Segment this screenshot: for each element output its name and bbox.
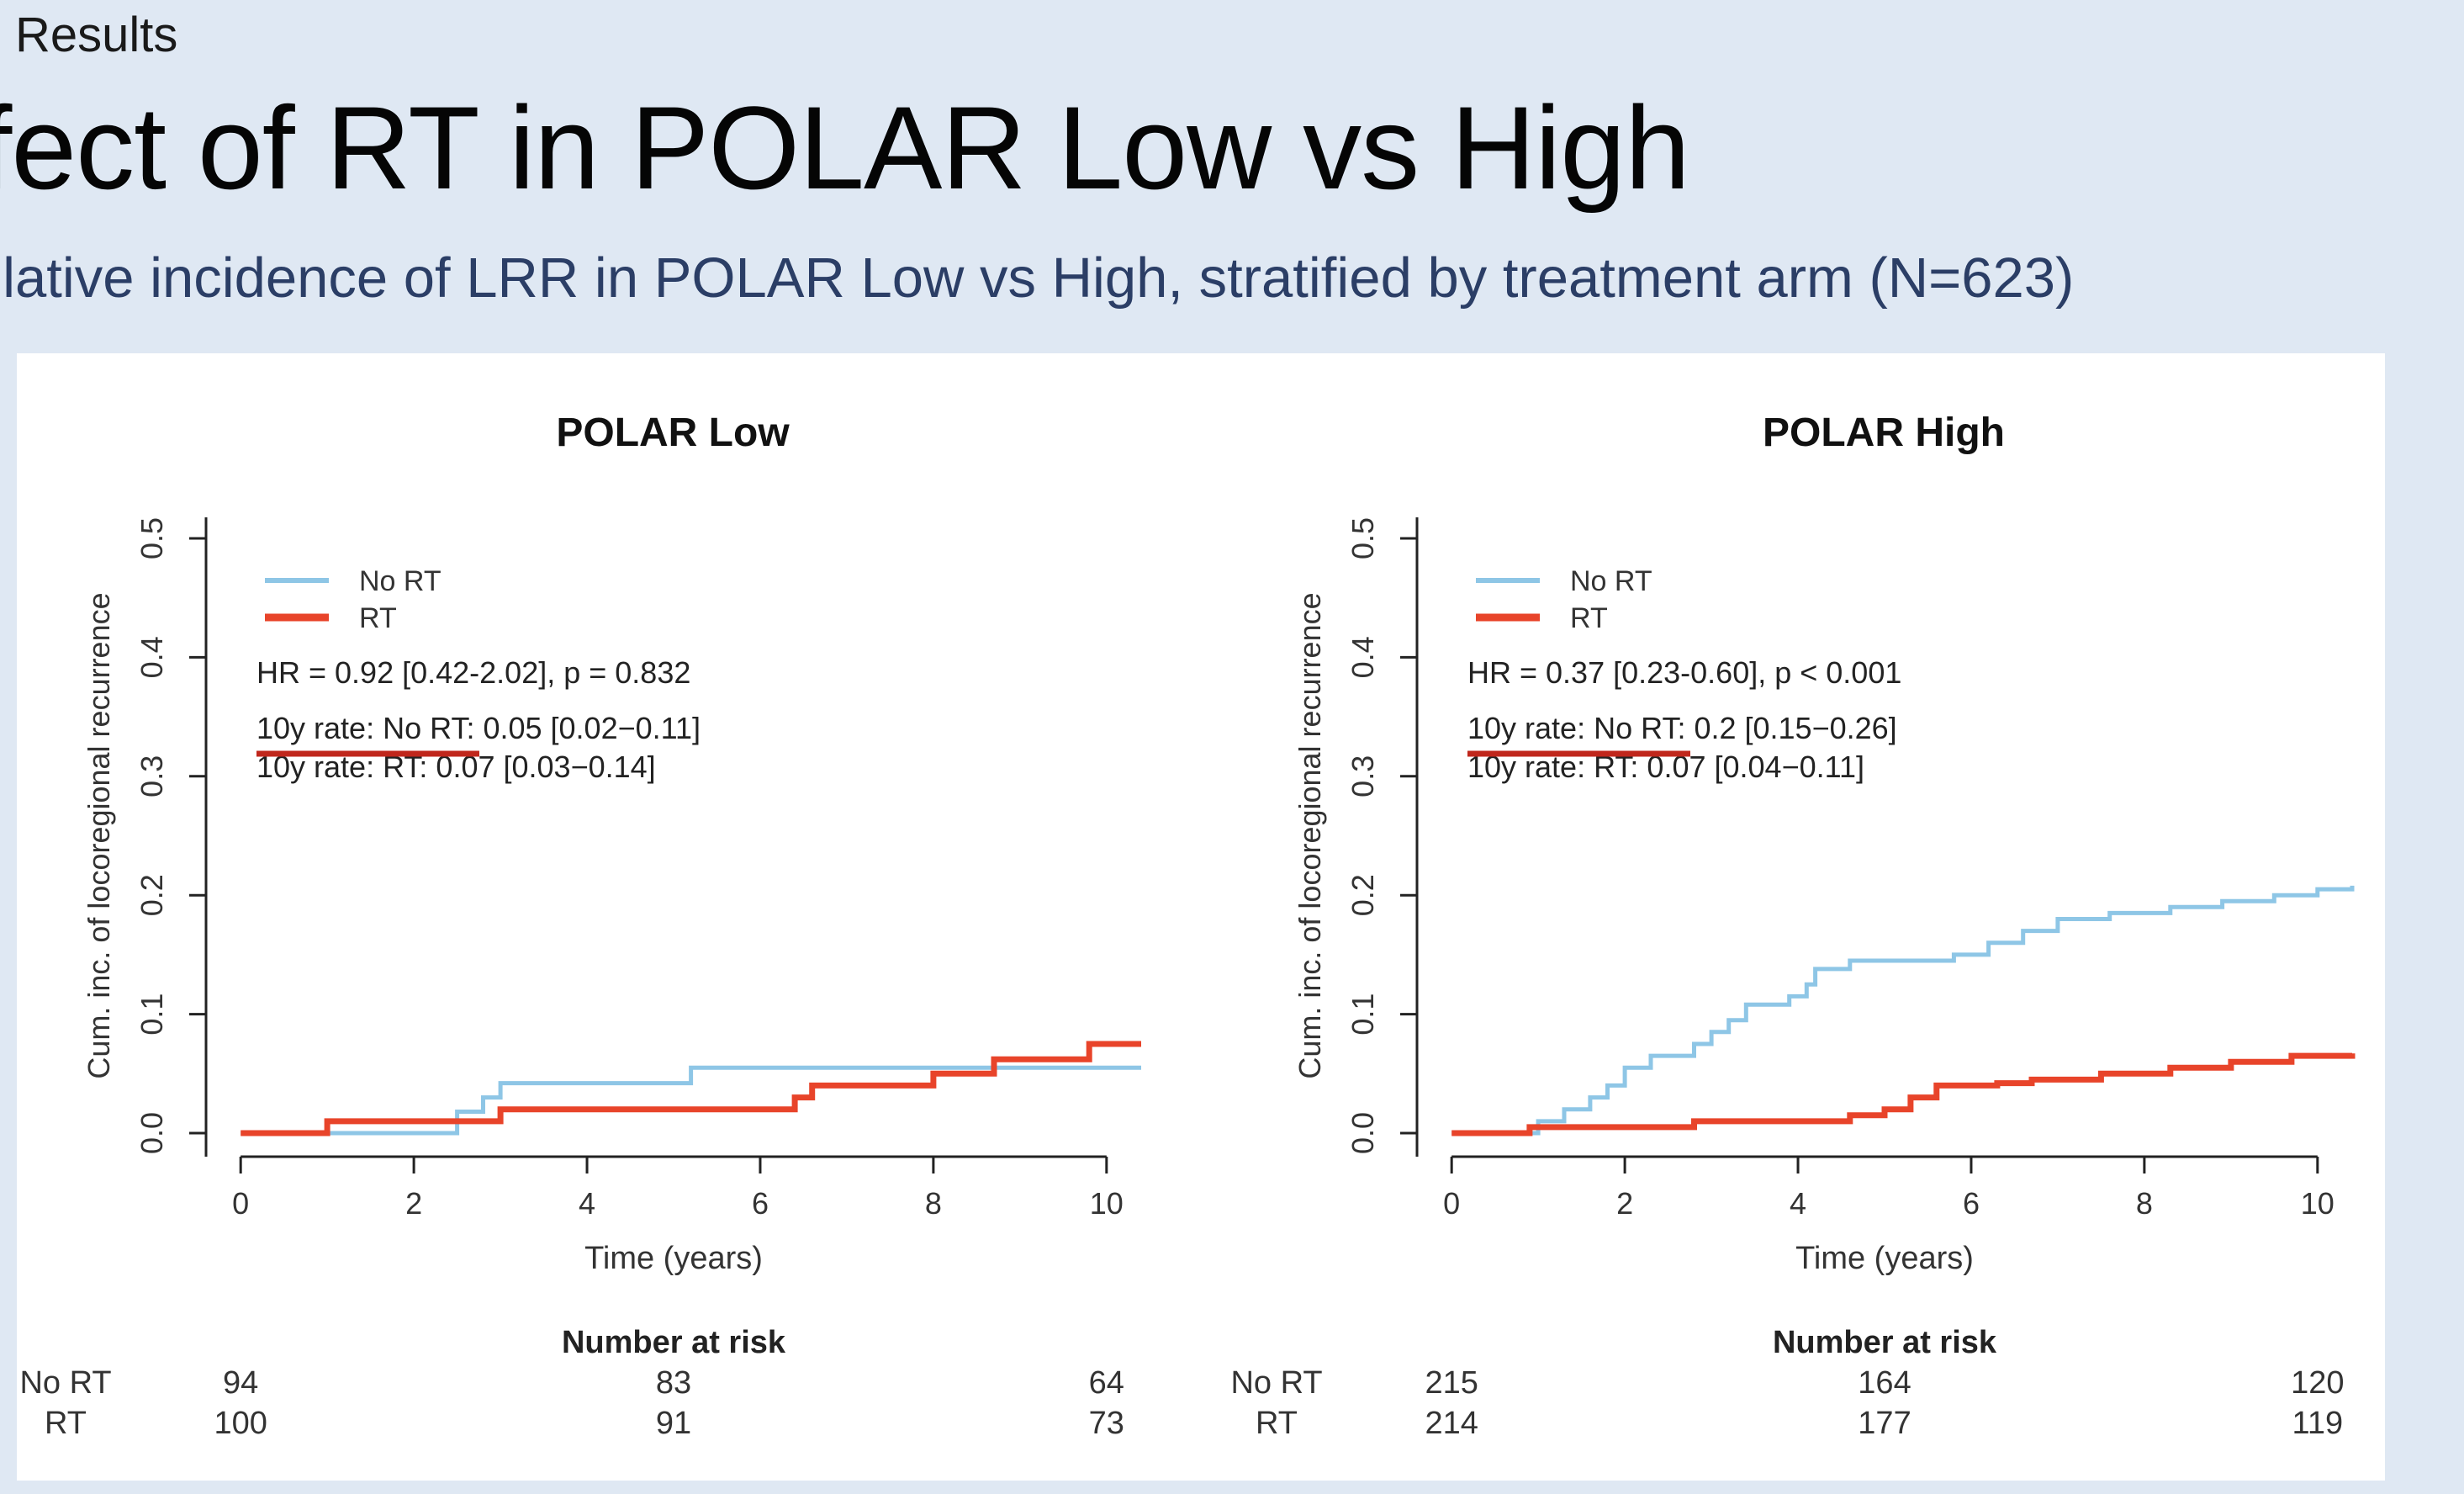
- panel-2-risk-value: 164: [1858, 1365, 1911, 1401]
- panel-2-y-tick-label: 0.3: [1346, 755, 1380, 797]
- panel-2-x-tick-label: 8: [2136, 1186, 2153, 1221]
- panel-1-y-tick-label: 0.3: [135, 755, 169, 797]
- panel-1-y-tick-label: 0.0: [135, 1112, 169, 1154]
- panel-2-y-axis-label: Cum. inc. of locoregional recurrence: [1293, 592, 1327, 1078]
- panel-2-risk-row-label: RT: [1256, 1406, 1298, 1441]
- panel-2-risk-row-label: No RT: [1230, 1365, 1322, 1401]
- panel-2-y-tick-label: 0.1: [1346, 993, 1380, 1036]
- panel-2-risk-table-title: Number at risk: [1773, 1325, 1997, 1360]
- panel-1-risk-value: 83: [656, 1365, 691, 1401]
- panel-1-rt-curve: [241, 1041, 1141, 1136]
- panel-1-chart-title: POLAR Low: [556, 411, 790, 455]
- panel-1-risk-value: 100: [214, 1406, 267, 1441]
- panel-1-no-rt-curve: [241, 1065, 1141, 1136]
- panel-1-x-tick-label: 6: [752, 1186, 769, 1221]
- panel-1-x-tick-label: 4: [579, 1186, 595, 1221]
- panel-1-legend-label-rt: RT: [359, 602, 397, 634]
- slide-subtitle: mulative incidence of LRR in POLAR Low v…: [0, 246, 2075, 310]
- panel-1-y-tick-label: 0.2: [135, 874, 169, 916]
- panel-1-x-tick-label: 10: [1090, 1186, 1124, 1221]
- panel-2-chart-title: POLAR High: [1763, 411, 2005, 455]
- panel-1-x-tick-label: 8: [925, 1186, 942, 1221]
- panel-2-rt-curve: [1451, 1052, 2356, 1136]
- panel-2-risk-value: 177: [1858, 1406, 1911, 1441]
- panel-1-x-tick-label: 2: [405, 1186, 422, 1221]
- panel-1-risk-row-label: RT: [45, 1406, 87, 1441]
- panel-2-risk-value: 119: [2292, 1406, 2344, 1441]
- panel-2-y-tick-label: 0.0: [1346, 1112, 1380, 1154]
- panel-2-legend-label-rt: RT: [1570, 602, 1608, 634]
- panel-1-risk-value: 94: [223, 1365, 258, 1401]
- panel-2-annotation-2: 10y rate: No RT: 0.2 [0.15−0.26]: [1467, 711, 1897, 745]
- panel-1-risk-table-title: Number at risk: [562, 1325, 786, 1360]
- panel-2-annotation-1: HR = 0.37 [0.23-0.60], p < 0.001: [1467, 655, 1901, 690]
- panel-1-y-axis-label: Cum. inc. of locoregional recurrence: [82, 592, 116, 1078]
- panel-2-x-tick-label: 0: [1443, 1186, 1460, 1221]
- chart-panel: [17, 353, 2385, 1481]
- panel-2-y-tick-label: 0.4: [1346, 636, 1380, 678]
- panel-2-x-tick-label: 10: [2301, 1186, 2334, 1221]
- panel-1-y-tick-label: 0.4: [135, 636, 169, 678]
- panel-1-risk-row-label: No RT: [19, 1365, 111, 1401]
- panel-2-legend-label-no-rt: No RT: [1570, 565, 1652, 597]
- panel-1-annotation-1: HR = 0.92 [0.42-2.02], p = 0.832: [256, 655, 690, 690]
- panel-1-y-tick-label: 0.1: [135, 993, 169, 1036]
- panel-1-x-axis-label: Time (years): [584, 1241, 763, 1276]
- panel-1-risk-value: 73: [1089, 1406, 1124, 1441]
- panel-2-x-tick-label: 4: [1790, 1186, 1806, 1221]
- panel-2-y-tick-label: 0.2: [1346, 874, 1380, 916]
- panel-2-risk-value: 215: [1425, 1365, 1478, 1401]
- panel-2-risk-value: 120: [2291, 1365, 2344, 1401]
- panel-1-y-tick-label: 0.5: [135, 517, 169, 559]
- panel-2-risk-value: 214: [1425, 1406, 1478, 1441]
- panel-2-x-tick-label: 2: [1616, 1186, 1633, 1221]
- panel-1-annotation-2: 10y rate: No RT: 0.05 [0.02−0.11]: [256, 711, 701, 745]
- panel-1-x-tick-label: 0: [232, 1186, 249, 1221]
- panel-2-x-tick-label: 6: [1963, 1186, 1980, 1221]
- panel-1-legend-label-no-rt: No RT: [359, 565, 442, 597]
- panel-1-risk-value: 91: [656, 1406, 691, 1441]
- panel-1-risk-value: 64: [1089, 1365, 1124, 1401]
- slide-title: ffect of RT in POLAR Low vs High: [0, 82, 1690, 214]
- panel-2-no-rt-curve: [1451, 885, 2355, 1136]
- panel-2-x-axis-label: Time (years): [1795, 1241, 1974, 1276]
- panel-2-y-tick-label: 0.5: [1346, 517, 1380, 559]
- section-label: Results: [15, 8, 178, 62]
